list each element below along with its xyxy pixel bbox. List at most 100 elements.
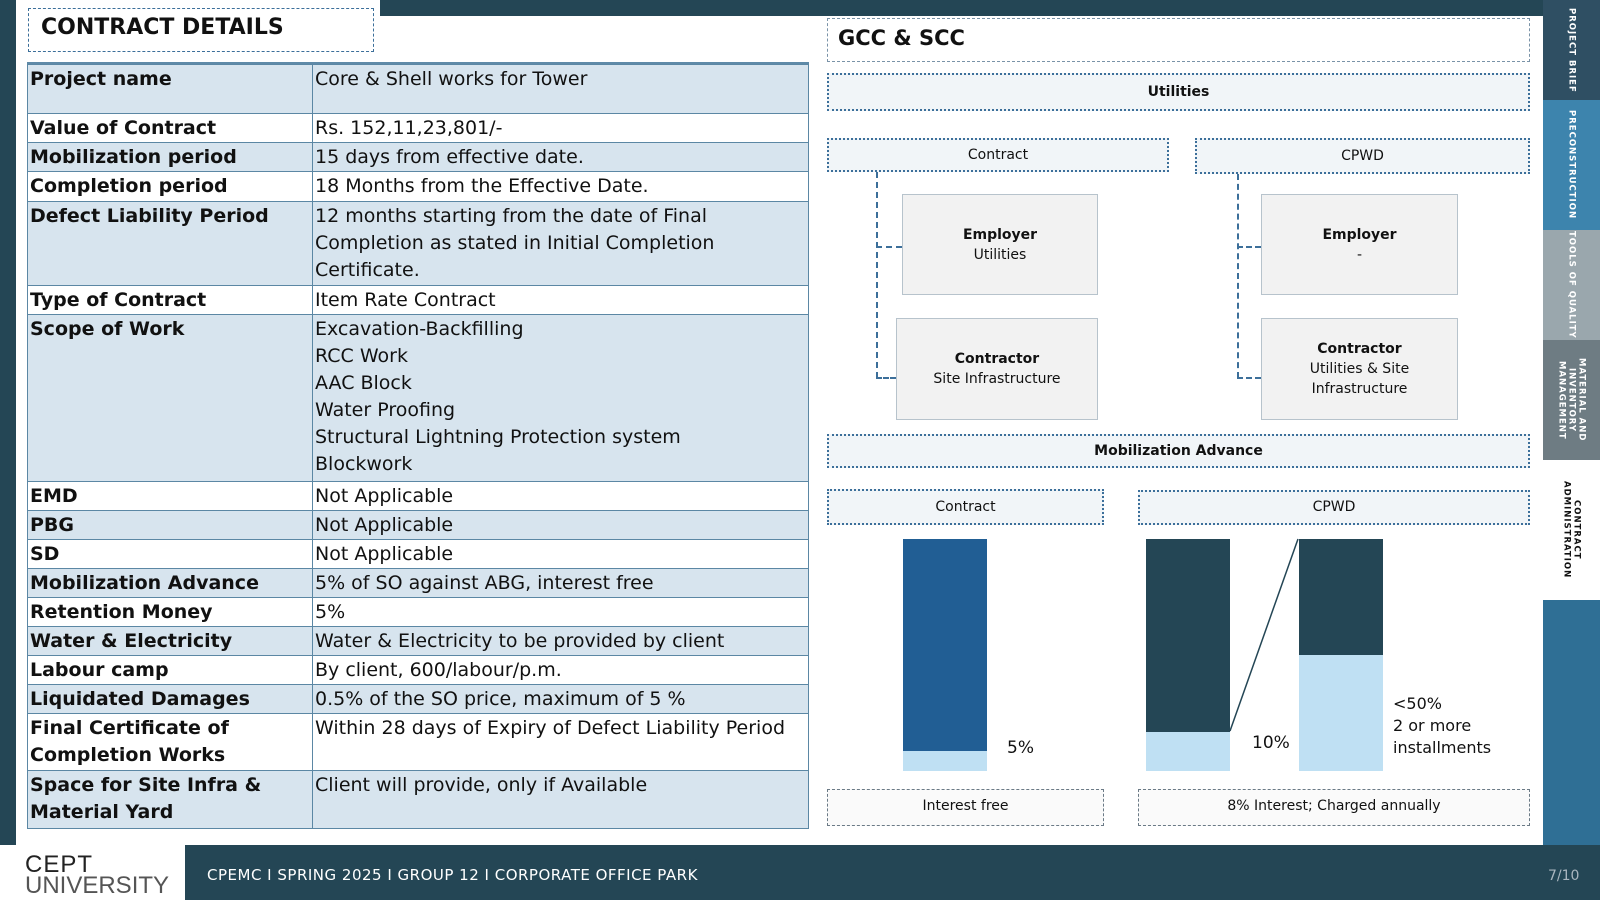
- utilities-cpwd-box: CPWD: [1195, 138, 1530, 174]
- row-value: Excavation-Backfilling RCC Work AAC Bloc…: [312, 313, 809, 482]
- tab-preconstruction-label: PRECONSTRUCTION: [1566, 110, 1577, 220]
- connector-cpwd-contractor: [1237, 377, 1261, 379]
- row-key: Completion period: [27, 171, 313, 202]
- row-value: 12 months starting from the date of Fina…: [312, 200, 809, 286]
- row-key: Retention Money: [27, 597, 313, 628]
- contract-pct-label: 5%: [1007, 738, 1034, 758]
- contract-details-title-box: CONTRACT DETAILS: [28, 8, 374, 52]
- utilities-heading: Utilities: [827, 73, 1530, 111]
- tab-contract-administration[interactable]: CONTRACT ADMINISTRATION: [1543, 460, 1600, 600]
- tab-contract-administration-label: CONTRACT ADMINISTRATION: [1561, 481, 1582, 579]
- table-row: Value of Contract Rs. 152,11,23,801/-: [27, 113, 809, 144]
- tab-project-brief-label: PROJECT BRIEF: [1566, 7, 1577, 93]
- row-key: Type of Contract: [27, 284, 313, 315]
- footer-caption: CPEMC I SPRING 2025 I GROUP 12 I CORPORA…: [207, 866, 698, 884]
- table-row: Project name Core & Shell works for Tower: [27, 63, 809, 115]
- table-row: PBG Not Applicable: [27, 509, 809, 540]
- table-row: SD Not Applicable: [27, 538, 809, 569]
- row-key: PBG: [27, 509, 313, 540]
- utilities-cpwd-label: CPWD: [1341, 148, 1384, 164]
- cept-logo: CEPT UNIVERSITY: [0, 845, 185, 900]
- row-key: Labour camp: [27, 655, 313, 686]
- table-row: Scope of Work Excavation-Backfilling RCC …: [27, 313, 809, 482]
- row-key: EMD: [27, 480, 313, 511]
- tab-material-inventory-label: MATERIAL AND INVENTORY MANAGEMENT: [1556, 358, 1587, 442]
- table-row: Mobilization period 15 days from effectiv…: [27, 142, 809, 173]
- connector-cpwd-employer: [1237, 246, 1261, 248]
- row-key: SD: [27, 538, 313, 569]
- cpwd-contractor-card: Contractor Utilities & Site Infrastructu…: [1261, 318, 1458, 420]
- cpwd-bar2-installments: [1299, 655, 1383, 771]
- cpwd-installment-note: <50% 2 or more installments: [1393, 694, 1492, 757]
- row-value: Core & Shell works for Tower: [312, 63, 809, 115]
- cpwd-bar2-remaining: [1299, 539, 1383, 655]
- row-value: 15 days from effective date.: [312, 142, 809, 173]
- logo-bottom-text: UNIVERSITY: [25, 872, 170, 899]
- row-value: 0.5% of the SO price, maximum of 5 %: [312, 684, 809, 715]
- connector-contract-vertical: [876, 172, 878, 378]
- row-key: Space for Site Infra & Material Yard: [27, 769, 313, 830]
- row-key: Mobilization Advance: [27, 567, 313, 599]
- cpwd-expand-connector: [1229, 538, 1299, 732]
- row-key: Mobilization period: [27, 142, 313, 173]
- tab-preconstruction[interactable]: PRECONSTRUCTION: [1543, 100, 1600, 230]
- row-key: Water & Electricity: [27, 626, 313, 657]
- cpwd-pct-label: 10%: [1252, 733, 1290, 753]
- table-row: Water & Electricity Water & Electricity t…: [27, 626, 809, 657]
- row-key: Defect Liability Period: [27, 200, 313, 286]
- mobilization-heading-label: Mobilization Advance: [1094, 443, 1263, 459]
- tab-blank: [1543, 600, 1600, 845]
- contract-contractor-card: Contractor Site Infrastructure: [896, 318, 1098, 420]
- table-row: Labour camp By client, 600/labour/p.m.: [27, 655, 809, 686]
- tab-project-brief[interactable]: PROJECT BRIEF: [1543, 0, 1600, 100]
- contract-employer-sub: Utilities: [973, 246, 1027, 263]
- left-decor-bar: [0, 0, 16, 845]
- cpwd-interest-box: 8% Interest; Charged annually: [1138, 789, 1530, 826]
- utilities-heading-label: Utilities: [1147, 84, 1210, 100]
- gcc-scc-title: GCC & SCC: [838, 26, 965, 50]
- connector-contract-contractor: [876, 377, 896, 379]
- contract-contractor-sub: Site Infrastructure: [933, 371, 1061, 387]
- mobilization-cpwd-box: CPWD: [1138, 490, 1530, 525]
- contract-details-table-wrap: Project name Core & Shell works for Tower…: [27, 62, 809, 830]
- section-tabs: PROJECT BRIEF PRECONSTRUCTION TOOLS OF Q…: [1543, 0, 1600, 845]
- contract-interest-box: Interest free: [827, 789, 1104, 826]
- row-key: Liquidated Damages: [27, 684, 313, 715]
- row-value: Not Applicable: [312, 509, 809, 540]
- mobilization-contract-box: Contract: [827, 489, 1104, 525]
- row-value: Within 28 days of Expiry of Defect Liabi…: [312, 713, 809, 771]
- tab-tools-of-quality-label: TOOLS OF QUALITY: [1566, 231, 1577, 339]
- table-row: Defect Liability Period 12 months startin…: [27, 200, 809, 286]
- table-row: Completion period 18 Months from the Effe…: [27, 171, 809, 202]
- connector-cpwd-vertical: [1237, 174, 1239, 378]
- row-value: Item Rate Contract: [312, 284, 809, 315]
- table-row: Space for Site Infra & Material Yard Clie…: [27, 769, 809, 830]
- cpwd-employer-card: Employer -: [1261, 194, 1458, 295]
- tab-tools-of-quality[interactable]: TOOLS OF QUALITY: [1543, 230, 1600, 340]
- mobilization-contract-label: Contract: [935, 499, 996, 515]
- table-row: Type of Contract Item Rate Contract: [27, 284, 809, 315]
- row-value: Not Applicable: [312, 538, 809, 569]
- cpwd-bar-remaining: [1146, 539, 1230, 732]
- contract-details-title: CONTRACT DETAILS: [41, 15, 284, 40]
- footer-bar: [0, 845, 1600, 900]
- contract-employer-title: Employer: [962, 226, 1038, 243]
- contract-bar-remaining: [903, 539, 987, 751]
- row-value: 5%: [312, 597, 809, 628]
- row-key: Final Certificate of Completion Works: [27, 713, 313, 771]
- tab-material-inventory[interactable]: MATERIAL AND INVENTORY MANAGEMENT: [1543, 340, 1600, 460]
- row-value: Not Applicable: [312, 480, 809, 511]
- contract-employer-card: Employer Utilities: [902, 194, 1098, 295]
- table-row: EMD Not Applicable: [27, 480, 809, 511]
- table-row: Retention Money 5%: [27, 597, 809, 628]
- row-value: By client, 600/labour/p.m.: [312, 655, 809, 686]
- cpwd-contractor-title: Contractor: [1317, 341, 1402, 357]
- cpwd-interest-label: 8% Interest; Charged annually: [1227, 798, 1441, 814]
- contract-interest-label: Interest free: [922, 798, 1009, 814]
- mobilization-heading: Mobilization Advance: [827, 434, 1530, 468]
- logo-top-text: CEPT: [25, 851, 94, 878]
- table-row: Final Certificate of Completion Works Wit…: [27, 713, 809, 771]
- utilities-contract-box: Contract: [827, 138, 1169, 172]
- contract-bar-advance: [903, 751, 987, 771]
- row-value: Client will provide, only if Available: [312, 769, 809, 830]
